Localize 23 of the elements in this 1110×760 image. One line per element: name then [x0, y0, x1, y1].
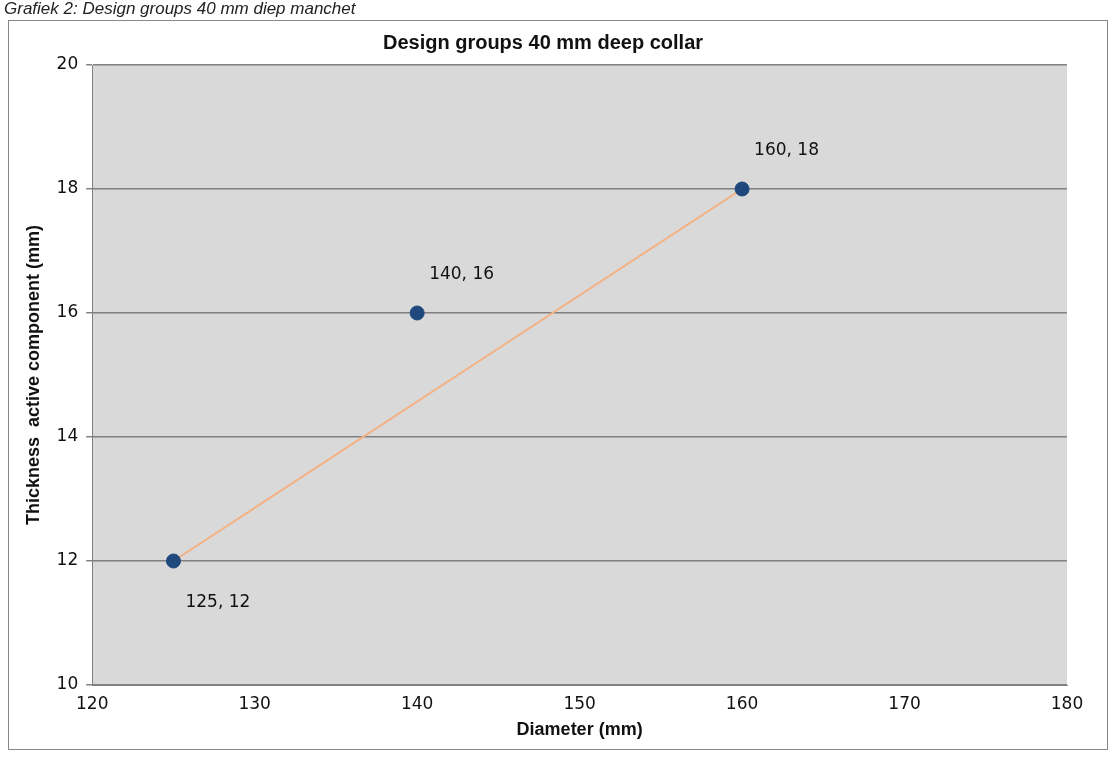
- x-tick-label: 160: [725, 692, 759, 713]
- x-tick-label: 120: [76, 692, 109, 713]
- x-tick-label: 180: [1050, 692, 1084, 713]
- chart-title: Design groups 40 mm deep collar: [382, 30, 704, 53]
- x-tick-label: 170: [888, 692, 921, 713]
- y-axis-title: Thickness active component (mm): [22, 224, 43, 526]
- x-tick-label: 150: [563, 692, 596, 713]
- x-tick-label: 130: [238, 692, 271, 713]
- y-tick-label: 20: [56, 53, 79, 74]
- data-label: 125, 12: [185, 591, 251, 612]
- y-tick-label: 14: [56, 425, 79, 446]
- y-tick-label: 10: [56, 673, 79, 694]
- x-tick-label: 140: [400, 692, 434, 713]
- point: [734, 181, 750, 197]
- x-axis-title: Diameter (mm): [516, 719, 643, 740]
- y-tick-label: 12: [56, 549, 79, 570]
- point: [165, 553, 181, 569]
- text: Grafiek 2: Design groups 40 mm diep manchet: [4, 0, 356, 18]
- y-tick-label: 16: [56, 301, 79, 322]
- data-label: 140, 16: [429, 263, 495, 284]
- y-tick-label: 18: [56, 177, 79, 198]
- data-label: 160, 18: [754, 139, 819, 160]
- point: [409, 305, 425, 321]
